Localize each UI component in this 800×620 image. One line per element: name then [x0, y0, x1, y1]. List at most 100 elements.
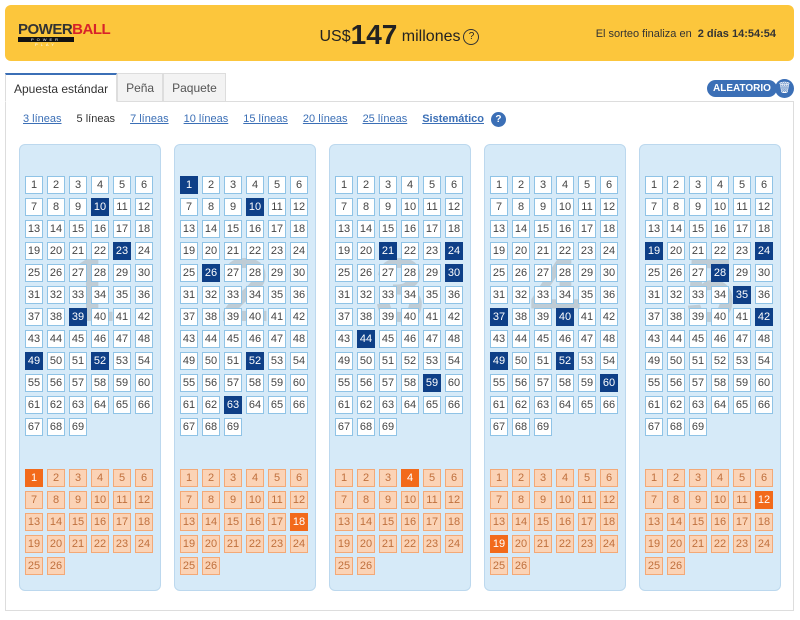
help-icon[interactable]: ? — [463, 29, 480, 45]
main-number[interactable]: 9 — [69, 198, 87, 216]
main-number[interactable]: 25 — [180, 264, 198, 282]
powerball-number[interactable]: 25 — [490, 557, 508, 575]
powerball-number[interactable]: 15 — [224, 513, 242, 531]
main-number[interactable]: 24 — [600, 242, 618, 260]
main-number[interactable]: 14 — [512, 220, 530, 238]
powerball-number[interactable]: 21 — [379, 535, 397, 553]
powerball-number[interactable]: 17 — [578, 513, 596, 531]
powerball-number[interactable]: 5 — [113, 469, 131, 487]
powerball-number[interactable]: 23 — [733, 535, 751, 553]
main-number[interactable]: 29 — [113, 264, 131, 282]
powerball-number[interactable]: 11 — [423, 491, 441, 509]
main-number[interactable]: 24 — [755, 242, 773, 260]
main-number[interactable]: 17 — [268, 220, 286, 238]
main-number[interactable]: 1 — [180, 176, 198, 194]
main-number[interactable]: 65 — [733, 396, 751, 414]
main-number[interactable]: 51 — [69, 352, 87, 370]
powerball-number[interactable]: 4 — [556, 469, 574, 487]
powerball-number[interactable]: 24 — [600, 535, 618, 553]
main-number[interactable]: 14 — [357, 220, 375, 238]
powerball-number[interactable]: 3 — [534, 469, 552, 487]
main-number[interactable]: 64 — [556, 396, 574, 414]
main-number[interactable]: 19 — [180, 242, 198, 260]
main-number[interactable]: 40 — [91, 308, 109, 326]
main-number[interactable]: 20 — [512, 242, 530, 260]
main-number[interactable]: 48 — [135, 330, 153, 348]
main-number[interactable]: 14 — [202, 220, 220, 238]
main-number[interactable]: 66 — [135, 396, 153, 414]
powerball-number[interactable]: 20 — [47, 535, 65, 553]
main-number[interactable]: 4 — [246, 176, 264, 194]
main-number[interactable]: 37 — [645, 308, 663, 326]
powerball-number[interactable]: 3 — [689, 469, 707, 487]
main-number[interactable]: 10 — [246, 198, 264, 216]
powerball-number[interactable]: 17 — [268, 513, 286, 531]
main-number[interactable]: 56 — [47, 374, 65, 392]
main-number[interactable]: 65 — [423, 396, 441, 414]
main-number[interactable]: 42 — [135, 308, 153, 326]
powerball-number[interactable]: 10 — [246, 491, 264, 509]
main-number[interactable]: 56 — [512, 374, 530, 392]
main-number[interactable]: 41 — [733, 308, 751, 326]
powerball-number[interactable]: 9 — [69, 491, 87, 509]
main-number[interactable]: 10 — [91, 198, 109, 216]
main-number[interactable]: 22 — [401, 242, 419, 260]
main-number[interactable]: 1 — [25, 176, 43, 194]
main-number[interactable]: 64 — [711, 396, 729, 414]
powerball-number[interactable]: 12 — [290, 491, 308, 509]
main-number[interactable]: 35 — [113, 286, 131, 304]
main-number[interactable]: 41 — [423, 308, 441, 326]
main-number[interactable]: 62 — [202, 396, 220, 414]
main-number[interactable]: 49 — [490, 352, 508, 370]
main-number[interactable]: 32 — [667, 286, 685, 304]
main-number[interactable]: 66 — [755, 396, 773, 414]
main-number[interactable]: 38 — [667, 308, 685, 326]
main-number[interactable]: 12 — [600, 198, 618, 216]
main-number[interactable]: 49 — [645, 352, 663, 370]
main-number[interactable]: 30 — [445, 264, 463, 282]
main-number[interactable]: 22 — [711, 242, 729, 260]
main-number[interactable]: 44 — [357, 330, 375, 348]
main-number[interactable]: 23 — [268, 242, 286, 260]
powerball-number[interactable]: 18 — [755, 513, 773, 531]
main-number[interactable]: 34 — [711, 286, 729, 304]
main-number[interactable]: 8 — [512, 198, 530, 216]
main-number[interactable]: 69 — [379, 418, 397, 436]
powerball-number[interactable]: 19 — [645, 535, 663, 553]
main-number[interactable]: 64 — [401, 396, 419, 414]
main-number[interactable]: 30 — [600, 264, 618, 282]
main-number[interactable]: 63 — [534, 396, 552, 414]
main-number[interactable]: 9 — [534, 198, 552, 216]
main-number[interactable]: 41 — [268, 308, 286, 326]
main-number[interactable]: 61 — [180, 396, 198, 414]
powerball-number[interactable]: 21 — [224, 535, 242, 553]
main-number[interactable]: 58 — [711, 374, 729, 392]
main-number[interactable]: 66 — [445, 396, 463, 414]
powerball-number[interactable]: 10 — [91, 491, 109, 509]
powerball-number[interactable]: 1 — [180, 469, 198, 487]
powerball-number[interactable]: 21 — [534, 535, 552, 553]
main-number[interactable]: 67 — [645, 418, 663, 436]
main-number[interactable]: 13 — [180, 220, 198, 238]
main-number[interactable]: 15 — [224, 220, 242, 238]
powerball-number[interactable]: 2 — [357, 469, 375, 487]
main-number[interactable]: 12 — [445, 198, 463, 216]
main-number[interactable]: 8 — [667, 198, 685, 216]
main-number[interactable]: 61 — [645, 396, 663, 414]
main-number[interactable]: 38 — [47, 308, 65, 326]
main-number[interactable]: 68 — [357, 418, 375, 436]
main-number[interactable]: 7 — [180, 198, 198, 216]
lines-15[interactable]: 15 líneas — [243, 113, 288, 125]
main-number[interactable]: 55 — [25, 374, 43, 392]
main-number[interactable]: 35 — [578, 286, 596, 304]
powerball-number[interactable]: 6 — [600, 469, 618, 487]
main-number[interactable]: 37 — [490, 308, 508, 326]
main-number[interactable]: 24 — [135, 242, 153, 260]
powerball-number[interactable]: 24 — [135, 535, 153, 553]
main-number[interactable]: 45 — [69, 330, 87, 348]
main-number[interactable]: 19 — [490, 242, 508, 260]
main-number[interactable]: 3 — [224, 176, 242, 194]
random-button[interactable]: ALEATORIO — [707, 80, 777, 97]
main-number[interactable]: 25 — [335, 264, 353, 282]
main-number[interactable]: 59 — [113, 374, 131, 392]
